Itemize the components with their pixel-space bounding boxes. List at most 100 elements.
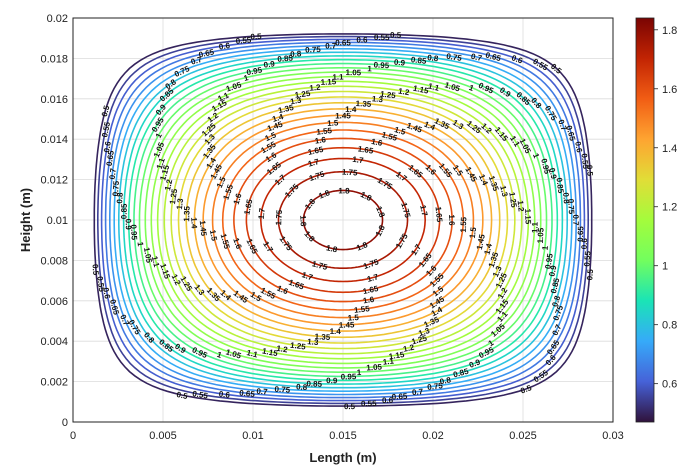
- contour-level-label: 1.45: [475, 233, 487, 251]
- contour-level-label: 1: [468, 83, 476, 93]
- contour-level-label: 1.5: [215, 175, 228, 189]
- contour-level-label: 1.6: [362, 295, 375, 306]
- y-tick-layer: 0 0.002 0.004 0.006 0.008 0.01 0.012 0.014 0.016…: [40, 13, 68, 429]
- contour-level-label: 1.65: [287, 278, 305, 292]
- x-tick-label: 0.005: [149, 430, 177, 442]
- contour-level-label: 1.4: [477, 173, 490, 187]
- contour-level-label: 0.5: [250, 32, 262, 42]
- colorbar-tick-label: 1.2: [662, 202, 677, 214]
- contour-level-label: 1.75: [274, 209, 284, 226]
- contour-line: [302, 189, 384, 251]
- contour-level-label: 0.65: [564, 124, 577, 142]
- contour-line: [133, 62, 553, 378]
- contour-level-label: 1.35: [314, 332, 331, 342]
- contour-line: [170, 90, 516, 350]
- contour-level-label: 1.75: [362, 257, 380, 271]
- contour-level-label: 1.7: [257, 207, 267, 220]
- x-tick-layer: 0 0.005 0.01 0.015 0.02 0.025 0.03: [70, 430, 624, 442]
- contour-level-label: 1.25: [380, 89, 397, 100]
- contour-line: [163, 85, 523, 355]
- contour-level-label: 1.15: [320, 77, 336, 87]
- contour-level-label: 1: [243, 73, 250, 83]
- plot-frame: [72, 17, 614, 423]
- colorbar-tick-label: 0.6: [662, 379, 677, 391]
- contour-level-label: 1.8: [302, 229, 316, 244]
- contour-level-label: 0.95: [150, 115, 166, 133]
- contour-level-label: 1.35: [277, 103, 295, 115]
- contour-level-label: 1.3: [307, 337, 319, 347]
- contour-level-label: 0.85: [306, 379, 322, 389]
- y-axis-label: Height (m): [18, 188, 33, 252]
- contour-level-label: 1: [487, 338, 496, 348]
- contour-level-label: 0.9: [124, 219, 133, 231]
- colorbar: [635, 17, 655, 423]
- contour-level-label: 1.05: [142, 247, 154, 264]
- y-tick-label: 0.02: [47, 13, 68, 25]
- contour-level-label: 0.65: [485, 51, 503, 64]
- contour-level-label: 1.8: [298, 215, 308, 227]
- contour-level-label: 0.7: [118, 313, 131, 327]
- contour-level-label: 0.6: [218, 41, 231, 52]
- y-tick-label: 0.004: [40, 336, 68, 348]
- contour-level-label: 0.85: [120, 203, 129, 219]
- contour-level-label: 0.5: [176, 390, 189, 401]
- contour-level-label: 1.25: [290, 341, 307, 352]
- contour-level-label: 0.5: [585, 268, 595, 280]
- contour-level-label: 1.05: [345, 68, 361, 77]
- contour-level-label: 1.7: [307, 157, 321, 169]
- contour-level-label: 1.6: [447, 214, 456, 226]
- contour-level-label: 1.1: [150, 255, 162, 268]
- contour-level-label: 0.6: [218, 390, 231, 400]
- y-tick-label: 0.016: [40, 94, 68, 106]
- contour-line: [109, 44, 577, 396]
- contour-level-label: 1.15: [523, 209, 532, 225]
- contour-level-label: 0.7: [556, 118, 569, 132]
- contour-line: [185, 101, 501, 339]
- contour-level-label: 1.45: [339, 320, 355, 329]
- contour-level-label: 0.8: [561, 192, 571, 204]
- contour-level-label: 1.7: [352, 155, 365, 165]
- contour-level-label: 0.55: [531, 57, 549, 73]
- contour-level-label: 0.7: [412, 387, 424, 397]
- contour-level-label: 0.6: [510, 53, 524, 65]
- contour-level-label: 0.7: [470, 52, 483, 63]
- contour-level-label: 0.8: [296, 382, 308, 392]
- contour-level-label: 0.65: [198, 47, 216, 59]
- contour-line: [127, 58, 559, 382]
- colorbar-tick-label: 0.8: [662, 320, 677, 332]
- contour-level-label: 1.8: [374, 205, 387, 219]
- contour-level-label: 0.95: [373, 60, 390, 70]
- contour-level-label: 1.1: [427, 82, 440, 94]
- contour-level-label: 1.4: [482, 242, 494, 256]
- contour-level-label: 1.35: [487, 175, 501, 193]
- contour-level-label: 0.95: [477, 81, 495, 96]
- contour-level-label: 1.05: [366, 362, 383, 372]
- contour-level-label: 1.45: [335, 111, 351, 120]
- contour-level-label: 0.95: [129, 224, 139, 241]
- contour-level-label: 1.45: [463, 165, 479, 183]
- contour-layer: [93, 33, 593, 407]
- contour-line: [177, 96, 509, 344]
- x-tick-label: 0.025: [509, 430, 537, 442]
- contour-level-label: 0.85: [277, 53, 294, 63]
- contour-level-label: 1.1: [332, 73, 344, 82]
- contour-level-label: 1.5: [327, 118, 339, 128]
- contour-line: [100, 38, 586, 402]
- contour-level-label: 1: [216, 350, 224, 360]
- y-tick-label: 0.006: [40, 296, 68, 308]
- y-tick-label: 0.012: [40, 175, 68, 187]
- contour-level-label: 1.1: [382, 357, 395, 367]
- contour-line: [118, 51, 568, 389]
- contour-level-label: 1.25: [507, 192, 518, 209]
- contour-line: [150, 75, 536, 365]
- x-tick-label: 0: [70, 430, 76, 442]
- contour-level-label: 1.75: [399, 201, 412, 219]
- contour-level-label: 0.75: [446, 52, 463, 64]
- contour-level-label: 0.5: [585, 165, 595, 177]
- contour-level-label: 1.6: [370, 137, 383, 148]
- contour-level-label: 1.65: [244, 237, 259, 255]
- x-tick-label: 0.01: [242, 430, 263, 442]
- colorbar-tick-label: 1.8: [662, 25, 677, 37]
- contour-level-label: 0.85: [157, 337, 175, 354]
